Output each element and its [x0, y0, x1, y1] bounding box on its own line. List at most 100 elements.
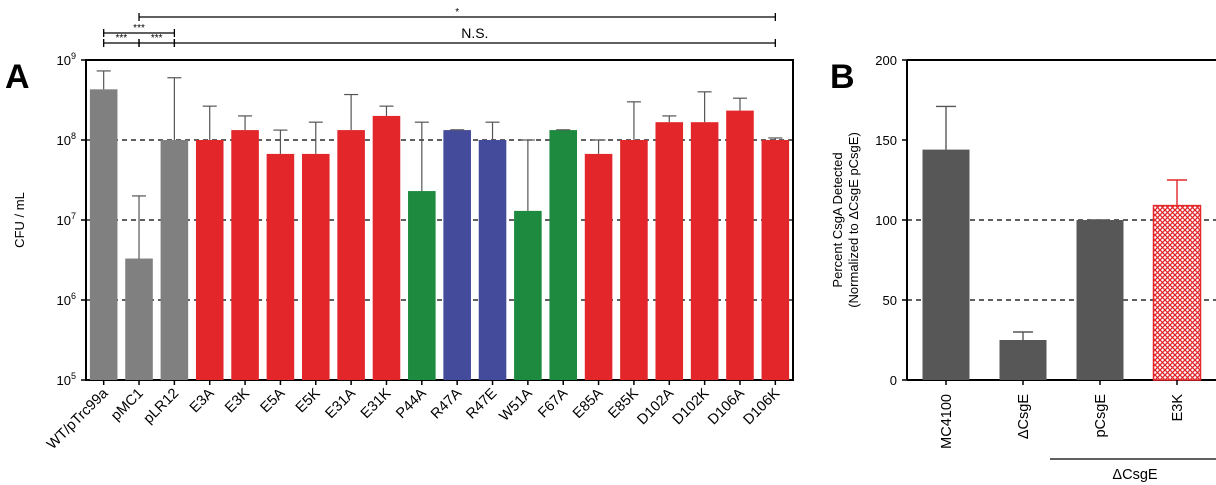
- panel-a-bar-W51A: [514, 210, 542, 380]
- panel-a-x-tick-label-D106K: D106K: [740, 385, 783, 428]
- panel-a-error-bars: [96, 70, 783, 259]
- panel-b-bar-ΔCsgE: [999, 340, 1047, 380]
- panel-b-group-bracket: ΔCsgE: [1050, 458, 1216, 483]
- panel-a-bar-E3A: [195, 140, 224, 380]
- panel-a-x-tick-label-WT/pTrc99a: WT/pTrc99a: [44, 385, 112, 453]
- panel-a-significance-1: ***: [138, 33, 176, 47]
- panel-a-error-bar-D106K: [768, 137, 783, 140]
- panel-a-x-tick-label-E85A: E85A: [570, 385, 607, 422]
- panel-a-error-bar-E3A: [202, 105, 217, 140]
- svg-text:N.S.: N.S.: [461, 25, 488, 41]
- panel-a-bar-R47A: [443, 130, 471, 380]
- panel-a-gridlines: [86, 139, 793, 301]
- panel-a-error-bar-D102A: [662, 115, 677, 123]
- panel-a-x-tick-label-W51A: W51A: [496, 385, 535, 424]
- panel-a-bar-R47E: [478, 140, 507, 380]
- panel-b-error-bars: [936, 105, 1187, 340]
- panel-a-bar-E31K: [372, 115, 401, 380]
- panel-a-y-axis-label: CFU / mL: [12, 192, 27, 248]
- panel-a-x-tick-label-P44A: P44A: [393, 385, 430, 422]
- panel-a-bar-P44A: [408, 191, 436, 380]
- panel-a-x-tick-label-D106A: D106A: [705, 385, 748, 428]
- panel-a-x-tick-label-E31A: E31A: [323, 385, 360, 422]
- panel-a-letter: A: [5, 58, 30, 96]
- panel-b-x-tick-label-0: MC4100: [939, 394, 955, 449]
- panel-a-error-bar-P44A: [414, 121, 429, 192]
- panel-b-y-tick-label-2: 100: [875, 213, 897, 228]
- panel-a-bar-D106A: [726, 110, 754, 381]
- panel-b-y-tick-label-1: 50: [883, 293, 897, 308]
- panel-a-bar-D102K: [690, 122, 719, 381]
- panel-b-x-tick-label-2: pCsgE: [1093, 394, 1109, 438]
- panel-a-x-tick-label-R47A: R47A: [428, 385, 465, 422]
- panel-a-x-tick-label-D102A: D102A: [634, 385, 677, 428]
- panel-a-y-ticks: 105 106 107 108 109: [57, 51, 86, 388]
- panel-b-bar-MC4100: [922, 149, 970, 380]
- panel-a-significance-4: N.S.: [173, 25, 776, 47]
- svg-text:***: ***: [116, 33, 128, 44]
- panel-b-y-tick-label-3: 150: [875, 133, 897, 148]
- panel-b-y-tick-label-4: 200: [875, 53, 897, 68]
- panel-a-error-bar-E5A: [273, 129, 288, 154]
- panel-a-y-tick-label-4: 109: [57, 51, 76, 68]
- panel-a-bar-E3K: [231, 130, 259, 380]
- panel-a-x-tick-label-E3A: E3A: [187, 385, 218, 416]
- panel-a-bar-D106K: [761, 140, 790, 380]
- panel-a-bar-pLR12: [160, 140, 189, 380]
- svg-text:***: ***: [133, 23, 145, 34]
- panel-a-bar-E5K: [301, 153, 330, 380]
- panel-a-error-bar-WT/pTrc99a: [96, 70, 111, 90]
- panel-a-x-tick-label-E3K: E3K: [222, 385, 253, 416]
- panel-a-bars: [89, 89, 790, 381]
- panel-b-x-tick-label-3: E3K: [1170, 394, 1186, 422]
- panel-b-x-tick-label-1: ΔCsgE: [1016, 394, 1032, 439]
- panel-b-error-bar-MC4100: [936, 105, 956, 150]
- panel-a-significance: *** *******N.S.: [103, 7, 776, 47]
- panel-a-y-tick-label-0: 105: [57, 371, 76, 388]
- panel-a-error-bar-E85A: [591, 139, 606, 154]
- panel-b-bar-E3K: [1152, 204, 1202, 381]
- panel-b-y-axis-label-line-1: Percent CsgA Detected: [830, 152, 845, 287]
- panel-a-x-tick-label-E5K: E5K: [293, 385, 324, 416]
- panel-a-bar-E5A: [266, 153, 295, 380]
- panel-a-error-bar-D106A: [732, 97, 747, 111]
- panel-a-bar-D102A: [655, 122, 684, 381]
- panel-a-x-tick-label-E31K: E31K: [358, 385, 395, 422]
- panel-a-error-bar-W51A: [520, 139, 535, 211]
- panel-a-significance-2: ***: [103, 23, 176, 37]
- panel-a-bar-pMC1: [125, 258, 153, 380]
- svg-text:***: ***: [151, 33, 163, 44]
- panel-a-x-tick-label-F67A: F67A: [535, 385, 571, 421]
- panel-a-bar-F67A: [549, 130, 578, 380]
- panel-a-bar-E85A: [584, 153, 613, 380]
- panel-a-error-bar-E5K: [308, 121, 323, 154]
- panel-a-error-bar-D102K: [697, 91, 712, 123]
- panel-b-error-bar-E3K: [1167, 179, 1187, 206]
- panel-b-group-label: ΔCsgE: [1112, 467, 1157, 483]
- panel-a-x-tick-label-R47E: R47E: [463, 385, 500, 422]
- panel-a-bar-E31A: [337, 130, 365, 380]
- panel-a-y-tick-label-1: 106: [57, 291, 76, 308]
- panel-b-bars: [922, 149, 1202, 381]
- panel-a-y-tick-label-2: 107: [57, 211, 76, 228]
- panel-a-x-tick-label-E5A: E5A: [258, 385, 289, 416]
- panel-a-error-bar-E31K: [379, 105, 394, 116]
- panel-a-error-bar-R47E: [485, 121, 500, 140]
- panel-b-bar-pCsgE: [1076, 220, 1124, 380]
- panel-a-error-bar-pMC1: [132, 195, 147, 259]
- panel-b-error-bar-ΔCsgE: [1013, 331, 1033, 340]
- panel-a-bar-WT/pTrc99a: [89, 89, 118, 381]
- panel-a-significance-0: ***: [103, 33, 140, 47]
- panel-b-x-ticks: MC4100ΔCsgEpCsgEE3KD102K: [939, 380, 1186, 449]
- panel-a-y-tick-label-3: 108: [57, 131, 76, 148]
- panel-a-x-tick-label-pLR12: pLR12: [141, 386, 183, 428]
- panel-b-y-tick-label-0: 0: [890, 373, 897, 388]
- panel-a-error-bar-E31A: [344, 93, 359, 131]
- panel-a-x-tick-label-D102K: D102K: [670, 385, 713, 428]
- panel-a-error-bar-E3K: [238, 115, 253, 131]
- panel-b-y-ticks: 0 50 100 150 200: [875, 53, 907, 388]
